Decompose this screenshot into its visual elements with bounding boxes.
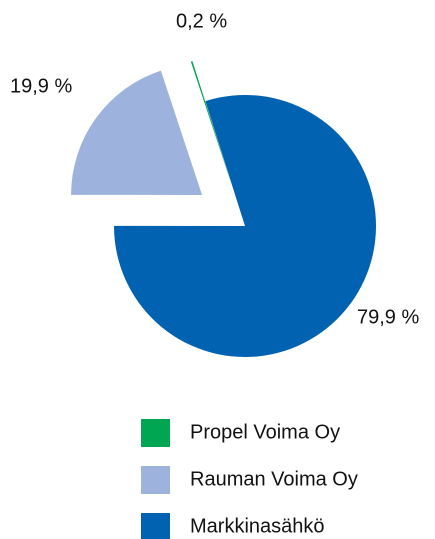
legend-label: Propel Voima Oy: [190, 421, 340, 443]
legend-label: Markkinasähkö: [190, 515, 325, 537]
pie-slice: [190, 61, 233, 187]
slice-label: 79,9 %: [357, 306, 419, 328]
legend-label: Rauman Voima Oy: [190, 468, 358, 490]
legend-swatch: [141, 419, 170, 447]
pie-slice: [114, 94, 377, 357]
legend-swatch: [141, 466, 170, 494]
slice-label: 0,2 %: [176, 10, 227, 32]
legend-swatch: [141, 513, 170, 539]
slice-label: 19,9 %: [10, 75, 72, 97]
pie-slice: [71, 70, 203, 195]
